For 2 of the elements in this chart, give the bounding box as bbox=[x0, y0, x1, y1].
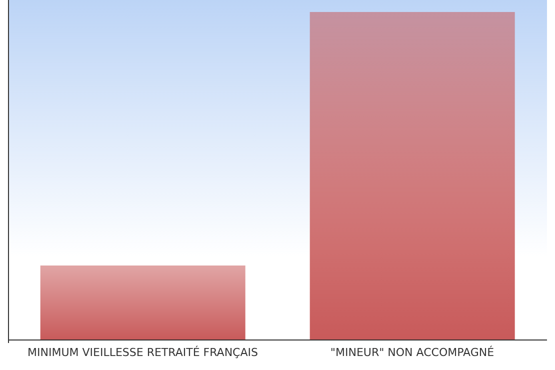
x-tick-label: MINIMUM VIEILLESSE RETRAITÉ FRANÇAIS bbox=[28, 344, 258, 359]
x-tick-label: "MINEUR" NON ACCOMPAGNÉ bbox=[330, 344, 494, 359]
